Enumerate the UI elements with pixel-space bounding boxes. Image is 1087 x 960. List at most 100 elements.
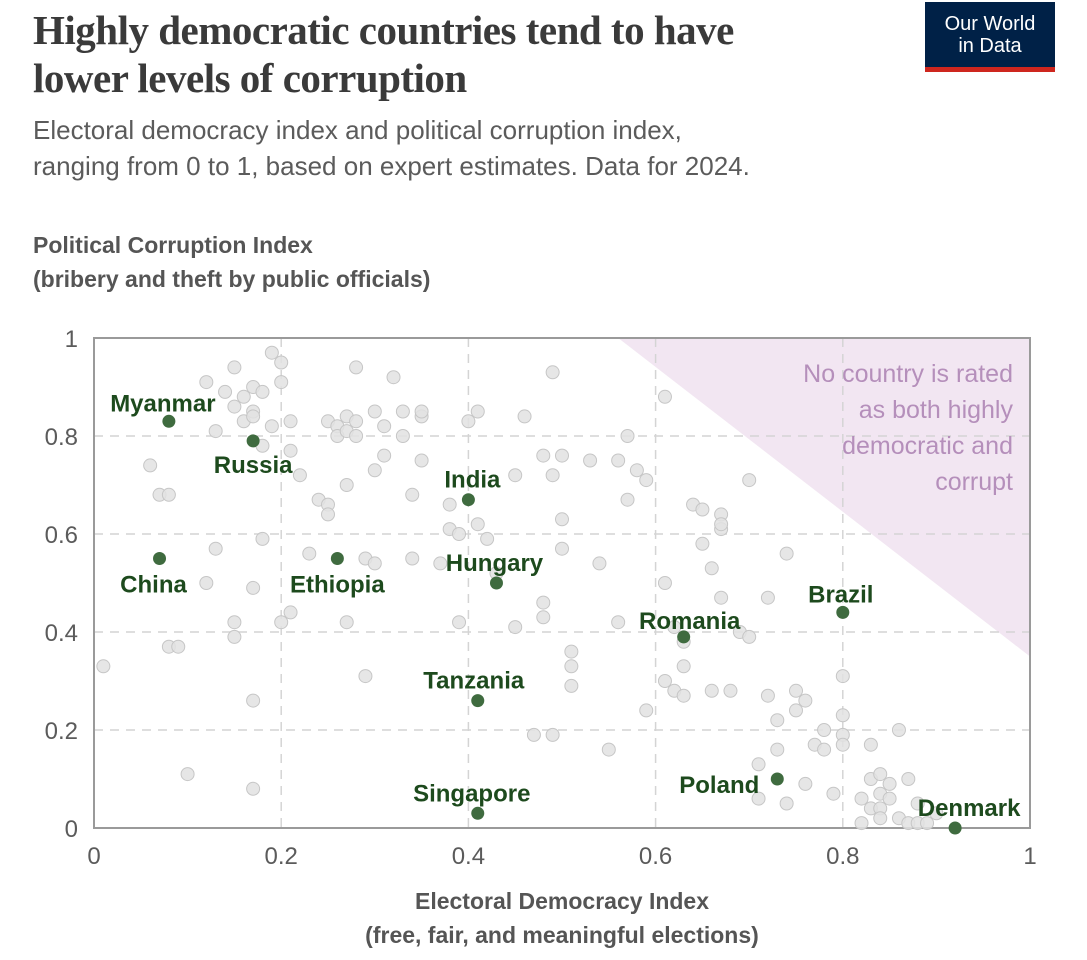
background-point — [555, 448, 569, 463]
background-point — [461, 414, 476, 429]
background-point — [274, 375, 289, 390]
x-axis-label-line-2: (free, fair, and meaningful elections) — [365, 922, 759, 948]
highlight-point-denmark — [948, 821, 962, 835]
background-point — [218, 384, 233, 399]
background-point — [405, 551, 420, 566]
background-point — [695, 536, 710, 551]
background-point — [873, 767, 888, 782]
background-point — [863, 737, 878, 752]
annotation-text: as both highly — [859, 396, 1014, 424]
background-point — [227, 399, 242, 414]
background-point — [751, 791, 766, 806]
y-tick-label: 0 — [65, 816, 78, 843]
background-point — [555, 541, 569, 556]
x-tick-label: 0.8 — [826, 843, 859, 870]
background-point — [798, 693, 813, 708]
background-point — [367, 404, 382, 419]
background-point — [395, 404, 410, 419]
background-point — [377, 419, 392, 434]
background-point — [835, 737, 850, 752]
background-point — [789, 703, 803, 718]
background-point — [227, 615, 242, 630]
background-point — [695, 502, 710, 517]
background-point — [639, 703, 654, 718]
background-point — [620, 492, 635, 507]
logo-line-1: Our World — [944, 12, 1036, 35]
background-point — [789, 683, 803, 698]
country-label-poland: Poland — [679, 772, 759, 799]
background-point — [714, 590, 729, 605]
background-point — [255, 384, 270, 399]
title-line-2: lower levels of corruption — [33, 55, 467, 101]
country-label-romania: Romania — [639, 608, 741, 635]
chart-title: Highly democratic countries tend to have… — [33, 6, 893, 102]
background-point — [742, 473, 757, 488]
background-point — [835, 669, 850, 684]
background-point — [508, 620, 523, 635]
y-axis-label-line-1: Political Corruption Index — [33, 232, 313, 258]
x-tick-label: 0 — [87, 843, 100, 870]
background-point — [199, 375, 214, 390]
background-point — [723, 683, 738, 698]
background-point — [199, 576, 214, 590]
background-point — [536, 448, 551, 463]
background-point — [283, 605, 298, 620]
background-point — [611, 615, 626, 630]
background-point — [601, 742, 616, 757]
background-point — [667, 620, 682, 635]
background-point — [545, 727, 560, 742]
background-point — [161, 487, 176, 502]
background-point — [779, 796, 794, 811]
background-point — [564, 644, 579, 659]
background-point — [414, 453, 429, 468]
background-point — [545, 468, 560, 483]
background-point — [349, 414, 364, 429]
highlight-point-poland — [770, 772, 784, 786]
background-point — [236, 389, 251, 404]
country-label-india: India — [444, 467, 501, 494]
background-point — [442, 497, 457, 512]
x-tick-label: 0.6 — [639, 843, 672, 870]
background-point — [798, 776, 813, 791]
plot-frame — [93, 337, 1031, 829]
highlight-point-myanmar — [162, 414, 176, 428]
background-point — [854, 791, 869, 806]
background-point — [349, 360, 364, 375]
background-point — [321, 507, 335, 522]
background-point — [835, 708, 850, 723]
background-point — [264, 345, 279, 360]
background-point — [583, 453, 598, 468]
background-point — [264, 419, 279, 434]
owid-logo[interactable]: Our World in Data — [925, 2, 1055, 72]
background-point — [676, 659, 691, 674]
background-point — [920, 816, 935, 831]
y-tick-label: 0.4 — [45, 620, 78, 647]
background-point — [339, 615, 354, 630]
background-point — [227, 360, 242, 375]
background-point — [929, 806, 944, 821]
background-point — [564, 659, 579, 674]
background-point — [339, 478, 354, 492]
background-point — [826, 786, 841, 801]
annotation-text: No country is rated — [803, 360, 1013, 388]
background-point — [143, 458, 158, 473]
background-point — [714, 517, 729, 532]
highlight-point-china — [153, 552, 167, 565]
country-label-myanmar: Myanmar — [110, 390, 215, 417]
background-point — [854, 816, 869, 831]
highlight-point-india — [461, 493, 475, 507]
x-tick-label: 0.2 — [265, 843, 298, 870]
country-label-ethiopia: Ethiopia — [290, 572, 385, 599]
background-point — [676, 688, 691, 703]
background-point — [246, 693, 261, 708]
x-axis-label: Electoral Democracy Index (free, fair, a… — [94, 884, 1030, 952]
background-point — [208, 424, 223, 439]
background-point — [760, 590, 775, 605]
highlight-point-tanzania — [471, 694, 485, 708]
background-point — [592, 556, 607, 571]
background-point — [349, 429, 364, 443]
background-point — [564, 678, 579, 693]
subtitle-line-2: ranging from 0 to 1, based on expert est… — [33, 151, 750, 181]
background-point — [629, 463, 644, 478]
